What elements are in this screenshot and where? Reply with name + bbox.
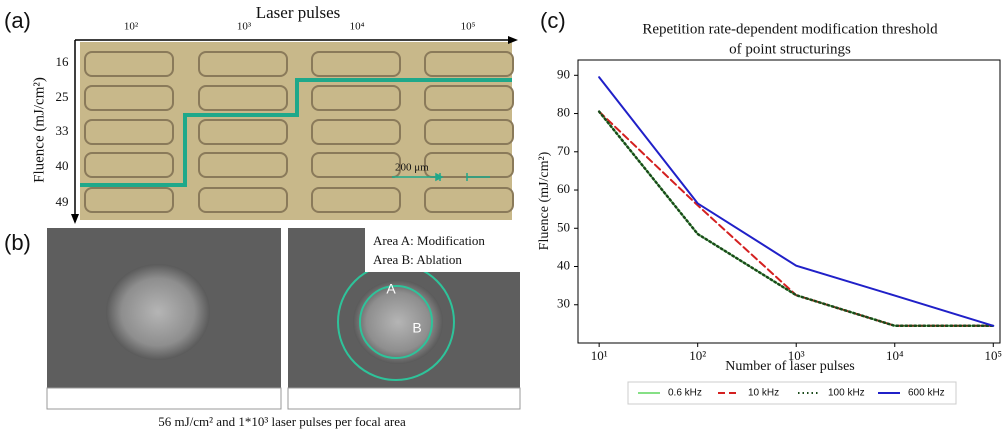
y-axis-title: Fluence (mJ/cm²) — [537, 151, 552, 250]
structure — [198, 85, 288, 111]
micrograph — [80, 42, 512, 220]
x-axis-title: Number of laser pulses — [725, 359, 854, 374]
y-tick-label: 50 — [557, 219, 570, 234]
structure — [198, 152, 288, 178]
info-strip — [287, 387, 521, 410]
y-tick-label: 40 — [557, 257, 570, 272]
y-tick-label: 80 — [557, 105, 570, 120]
legend — [627, 381, 957, 405]
series-line — [598, 110, 995, 327]
structure — [424, 85, 514, 111]
structure — [424, 119, 514, 145]
y-tick-label: 60 — [557, 181, 570, 196]
chart-title: Repetition rate-dependent modification t… — [642, 21, 938, 37]
spot — [106, 264, 210, 360]
axis-title: Fluence (mJ/cm²) — [31, 77, 47, 183]
y-tick-label: 70 — [557, 143, 570, 158]
structure — [198, 187, 288, 213]
legend-label: 10 kHz — [748, 388, 779, 399]
structure — [311, 119, 401, 145]
legend-text: Area A: Modification — [373, 233, 485, 248]
arrow — [71, 214, 79, 224]
panel-label: (b) — [4, 230, 31, 255]
structure — [198, 51, 288, 77]
x-tick-label: 10² — [689, 348, 706, 363]
info-strip — [46, 387, 282, 410]
structure — [311, 152, 401, 178]
scale-label: 200 μm — [395, 162, 429, 174]
structure-grid — [84, 51, 514, 213]
marker: A — [386, 281, 396, 297]
structure — [84, 119, 174, 145]
structure — [198, 119, 288, 145]
legend-box — [365, 228, 520, 272]
area-b — [359, 285, 433, 359]
chart-title: of point structurings — [729, 41, 851, 57]
series-line — [598, 110, 995, 327]
series-line — [598, 76, 995, 327]
tick-label: 40 — [56, 158, 69, 173]
axis-title: Laser pulses — [256, 3, 341, 22]
structure — [424, 51, 514, 77]
x-tick-label: 10¹ — [591, 348, 608, 363]
scale-bar — [392, 172, 490, 182]
structure — [311, 51, 401, 77]
structure — [84, 187, 174, 213]
series-line — [597, 110, 995, 328]
arrow — [508, 36, 518, 44]
tick-label: 10³ — [237, 21, 252, 33]
tick-label: 10⁴ — [350, 21, 365, 33]
tick-label: 10⁵ — [461, 21, 476, 33]
legend-label: 100 kHz — [828, 388, 865, 399]
structure — [84, 51, 174, 77]
structure — [84, 152, 174, 178]
y-tick-label: 30 — [557, 296, 570, 311]
spot — [353, 280, 443, 364]
x-tick-label: 10⁵ — [985, 348, 1003, 363]
x-tick-label: 10³ — [788, 348, 805, 363]
tick-label: 33 — [56, 123, 69, 138]
tick-label: 10² — [124, 21, 139, 33]
structure — [84, 85, 174, 111]
y-tick-label: 90 — [557, 66, 570, 81]
structure — [424, 187, 514, 213]
tick-label: 25 — [56, 89, 69, 104]
caption: 56 mJ/cm² and 1*10³ laser pulses per foc… — [158, 414, 406, 429]
structure — [311, 187, 401, 213]
threshold-line — [80, 78, 512, 187]
tick-label: 49 — [56, 194, 69, 209]
structure — [311, 85, 401, 111]
legend-label: 600 kHz — [908, 388, 945, 399]
legend-text: Area B: Ablation — [373, 252, 462, 267]
panel-label: (a) — [4, 8, 31, 33]
plot-frame — [577, 59, 1001, 344]
x-tick-label: 10⁴ — [886, 348, 904, 363]
legend-label: 0.6 kHz — [668, 388, 702, 399]
marker: B — [412, 320, 421, 336]
tick-label: 16 — [56, 54, 70, 69]
panel-label: (c) — [540, 8, 566, 33]
